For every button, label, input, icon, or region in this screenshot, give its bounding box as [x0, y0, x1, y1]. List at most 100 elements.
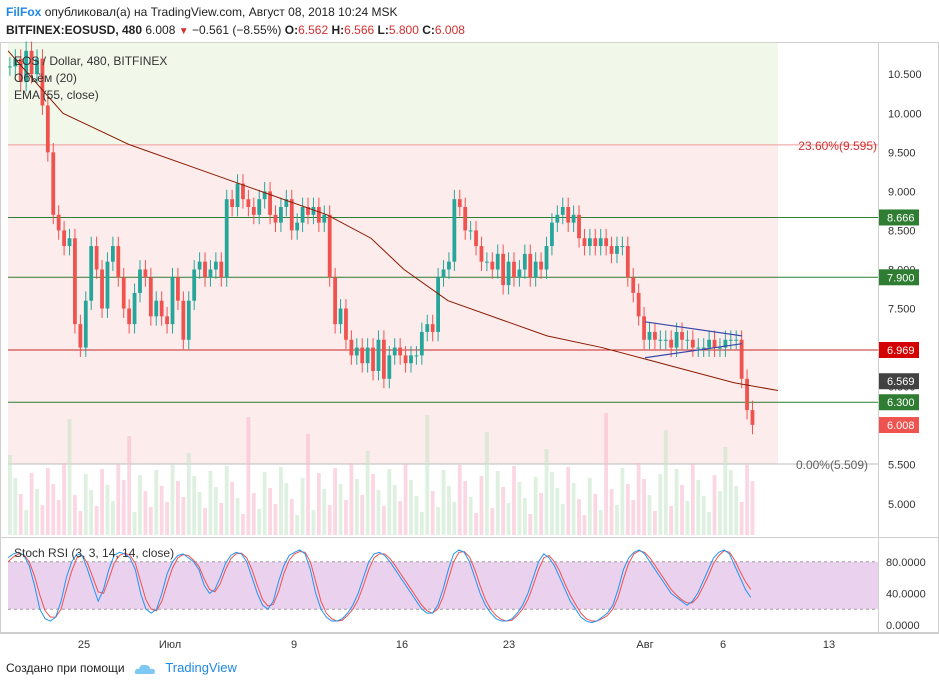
volume-bar	[669, 506, 674, 535]
volume-bar	[327, 505, 332, 535]
candle-body	[360, 347, 365, 364]
candle-body	[279, 207, 283, 223]
volume-bar	[83, 474, 88, 535]
candle-body	[159, 300, 164, 317]
volume-bar	[685, 501, 690, 535]
candle-body	[615, 246, 619, 254]
volume-bar	[219, 503, 224, 535]
fib-zone-upper	[8, 43, 778, 145]
candle-body	[251, 207, 256, 215]
volume-bar	[170, 465, 175, 535]
candle-body	[625, 246, 630, 278]
candle-body	[306, 207, 310, 215]
volume-bar	[333, 468, 338, 535]
volume-bar	[241, 514, 245, 535]
volume-bar	[213, 487, 218, 535]
publisher-name[interactable]: FilFox	[6, 5, 42, 19]
volume-bar	[13, 478, 18, 535]
candle-body	[371, 347, 375, 371]
volume-bar	[701, 496, 706, 535]
candle-body	[192, 269, 197, 301]
volume-bar	[398, 501, 403, 535]
candle-body	[143, 269, 148, 278]
volume-bar	[78, 511, 83, 535]
volume-bar	[316, 473, 321, 535]
tradingview-link[interactable]: TradingView	[165, 660, 237, 675]
volume-bar	[631, 500, 636, 535]
volume-bar	[425, 415, 430, 535]
candle-body	[718, 347, 722, 349]
candle-body	[409, 355, 413, 364]
candle-body	[365, 347, 370, 364]
candle-body	[620, 246, 625, 248]
publish-info: FilFox опубликовал(а) на TradingView.com…	[6, 5, 398, 19]
price-badge-label: 7.900	[887, 272, 915, 284]
volume-bar	[522, 498, 527, 535]
down-arrow-icon: ▼	[178, 26, 189, 37]
stoch-axis-tick: 0.0000	[886, 620, 920, 632]
price-change: −0.561 (−8.55%)	[192, 23, 282, 37]
candle-body	[376, 339, 381, 371]
volume-bar	[387, 469, 392, 535]
candle-body	[490, 261, 495, 270]
candle-body	[268, 191, 272, 215]
time-axis-tick: 9	[291, 639, 297, 651]
volume-bar	[642, 479, 646, 535]
price-badge	[879, 394, 919, 411]
volume-bar	[89, 490, 94, 535]
candle-body	[544, 246, 549, 270]
volume-bar	[143, 491, 148, 535]
candle-body	[392, 347, 397, 356]
volume-bar	[235, 498, 240, 535]
volume-bar	[653, 511, 657, 535]
price-axis-tick: 8.500	[888, 225, 916, 237]
candle-body	[51, 152, 56, 215]
candle-body	[403, 355, 408, 364]
volume-bar	[392, 485, 397, 535]
candle-body	[604, 238, 609, 247]
volume-bar	[723, 447, 728, 535]
legend-title: EOS / Dollar, 480, BITFINEX	[14, 54, 167, 68]
candle-body	[100, 269, 104, 309]
candle-body	[327, 214, 332, 278]
candle-body	[685, 339, 690, 341]
candle-body	[322, 214, 327, 223]
volume-bar	[593, 494, 598, 535]
volume-bar	[295, 515, 300, 535]
candle-body	[474, 230, 478, 247]
high-value: 6.566	[344, 23, 375, 37]
volume-bar	[132, 512, 137, 535]
candle-body	[647, 331, 652, 340]
candle-body	[750, 410, 755, 425]
ohlc-bar: BITFINEX:EOSUSD, 480 6.008 ▼ −0.561 (−8.…	[6, 23, 465, 37]
volume-bar	[680, 485, 684, 535]
high-label: H:	[331, 23, 345, 37]
volume-bar	[745, 465, 749, 535]
volume-bar	[625, 484, 630, 535]
volume-bar	[224, 466, 229, 535]
volume-bar	[484, 432, 489, 535]
price-badge	[879, 269, 919, 286]
volume-bar	[154, 470, 159, 535]
ema-line	[7, 50, 779, 392]
candle-body	[609, 246, 614, 254]
candle-body	[311, 207, 316, 215]
volume-bar	[712, 475, 717, 535]
candle-body	[712, 339, 717, 348]
candle-body	[24, 50, 29, 83]
time-axis-tick: 16	[396, 639, 408, 651]
volume-bar	[414, 496, 419, 535]
candle-body	[555, 214, 560, 223]
volume-bar	[750, 481, 755, 535]
volume-bar	[262, 472, 267, 535]
candle-body	[701, 347, 706, 349]
volume-bar	[116, 464, 121, 535]
volume-bar	[18, 494, 23, 535]
volume-bar	[647, 495, 652, 535]
volume-bar	[463, 481, 468, 535]
tradingview-cloud-icon	[134, 664, 155, 674]
candle-body	[457, 199, 462, 207]
candle-body	[165, 316, 169, 325]
candle-body	[587, 238, 592, 247]
